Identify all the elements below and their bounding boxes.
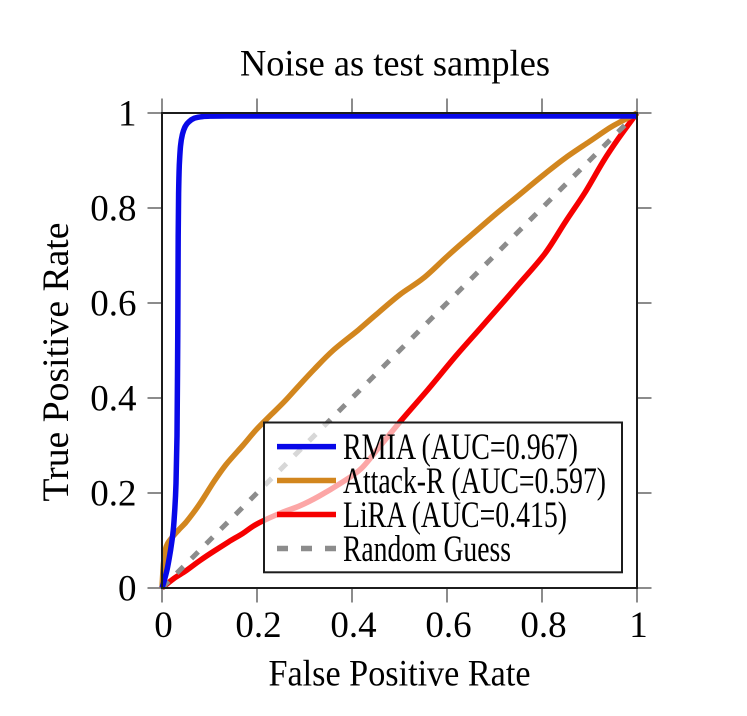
svg-text:0.8: 0.8: [520, 605, 566, 646]
svg-text:0.8: 0.8: [90, 188, 136, 229]
svg-text:0: 0: [118, 568, 137, 609]
svg-text:0.4: 0.4: [330, 605, 376, 646]
svg-text:0.4: 0.4: [90, 378, 136, 419]
svg-text:Random Guess: Random Guess: [343, 529, 511, 570]
svg-text:True Positive Rate: True Positive Rate: [36, 223, 77, 502]
svg-text:0.2: 0.2: [90, 473, 136, 514]
svg-text:1: 1: [118, 93, 137, 134]
svg-text:0: 0: [154, 605, 173, 646]
svg-text:False Positive Rate: False Positive Rate: [269, 654, 531, 695]
svg-text:0.6: 0.6: [90, 283, 136, 324]
svg-text:Attack-R (AUC=0.597): Attack-R (AUC=0.597): [343, 461, 606, 502]
svg-text:0.6: 0.6: [425, 605, 471, 646]
svg-text:1: 1: [629, 605, 648, 646]
svg-text:Noise as test samples: Noise as test samples: [240, 44, 550, 85]
svg-text:LiRA (AUC=0.415): LiRA (AUC=0.415): [343, 495, 567, 536]
svg-text:0.2: 0.2: [235, 605, 281, 646]
svg-text:RMIA (AUC=0.967): RMIA (AUC=0.967): [343, 427, 578, 468]
